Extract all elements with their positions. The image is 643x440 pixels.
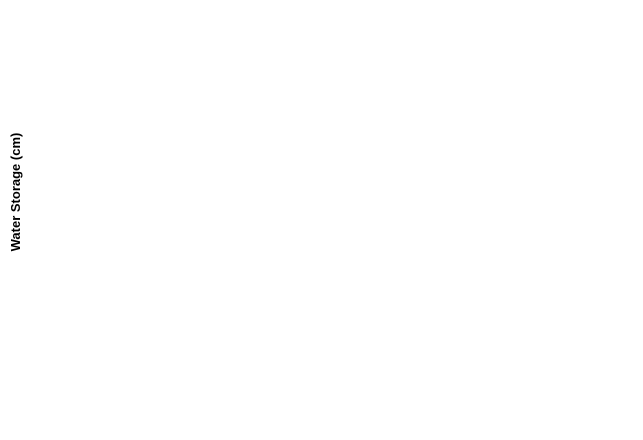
y-axis-label: Water Storage (cm) [8, 133, 23, 252]
